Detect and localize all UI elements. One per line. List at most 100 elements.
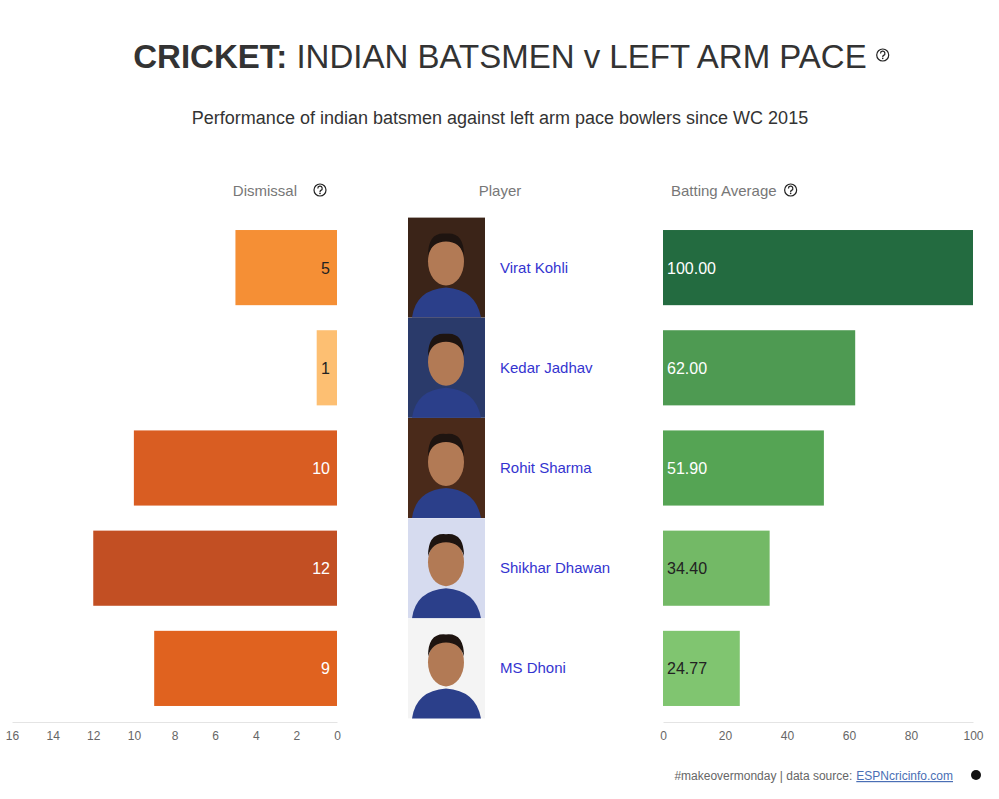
photo-hair — [428, 334, 464, 356]
column-header: Dismissal — [233, 182, 297, 199]
help-icon — [314, 184, 326, 196]
data-label: 9 — [321, 660, 330, 677]
help-icon-ring — [314, 184, 326, 196]
tick-label: 2 — [294, 729, 301, 743]
player-name: Rohit Sharma — [500, 459, 592, 476]
subtitle: Performance of indian batsmen against le… — [192, 108, 808, 128]
photo-background — [408, 618, 485, 718]
photo-background — [408, 318, 485, 418]
data-label: 100.00 — [667, 260, 716, 277]
data-label: 1 — [321, 360, 330, 377]
column-header: Batting Average — [671, 182, 777, 199]
tick: 100 — [963, 722, 983, 743]
tick-label: 60 — [843, 729, 857, 743]
bars-dismissal — [93, 230, 337, 706]
bar — [663, 330, 855, 405]
help-icon-ring — [877, 49, 889, 61]
help-icon-dot — [319, 193, 321, 195]
help-icon-glyph — [881, 51, 885, 57]
player-name: Kedar Jadhav — [500, 359, 593, 376]
bar — [154, 631, 337, 706]
photo-shoulders — [412, 588, 481, 618]
photo-shoulders — [412, 488, 481, 518]
tick-label: 10 — [128, 729, 142, 743]
player-photo — [408, 618, 485, 718]
tick: 4 — [253, 722, 260, 743]
photo-hair — [428, 434, 464, 456]
tick-label: 14 — [46, 729, 60, 743]
tick: 20 — [719, 722, 733, 743]
player-photo — [408, 418, 485, 518]
tick-label: 40 — [781, 729, 795, 743]
player-photo — [408, 218, 485, 318]
player-photo — [408, 318, 485, 418]
bar — [663, 531, 770, 606]
title: CRICKET: INDIAN BATSMEN v LEFT ARM PACE — [133, 38, 866, 75]
help-icon — [877, 49, 889, 61]
tick-label: 16 — [6, 729, 20, 743]
footer-icon — [971, 770, 981, 780]
help-icon-glyph — [788, 186, 792, 192]
bars-batting-average — [663, 230, 973, 706]
bar — [235, 230, 337, 305]
source-link: ESPNcricinfo.com — [856, 769, 953, 783]
tick-label: 4 — [253, 729, 260, 743]
tick-label: 6 — [212, 729, 219, 743]
tick: 16 — [6, 722, 20, 743]
tick: 14 — [46, 722, 60, 743]
tick-label: 0 — [660, 729, 667, 743]
x-axis: 16 14 12 10 8 6 4 2 0 — [6, 722, 341, 743]
data-label: 62.00 — [667, 360, 707, 377]
photo-hair — [428, 534, 464, 556]
tick: 12 — [87, 722, 101, 743]
tick: 10 — [128, 722, 142, 743]
tick-label: 20 — [719, 729, 733, 743]
bar — [663, 230, 973, 305]
tick: 8 — [172, 722, 179, 743]
tick-label: 0 — [334, 729, 341, 743]
photo-background — [408, 218, 485, 318]
photo-background — [408, 418, 485, 518]
photo-hair — [428, 233, 464, 255]
chart: CRICKET: INDIAN BATSMEN v LEFT ARM PACE P… — [0, 0, 999, 799]
tick: 80 — [905, 722, 919, 743]
tick-label: 12 — [87, 729, 101, 743]
data-label: 34.40 — [667, 560, 707, 577]
bar — [134, 430, 337, 505]
tick-label: 100 — [963, 729, 983, 743]
photo-shoulders — [412, 388, 481, 418]
axis-line — [664, 722, 974, 723]
data-label: 12 — [312, 560, 330, 577]
help-icon-dot — [790, 193, 792, 195]
data-label: 24.77 — [667, 660, 707, 677]
help-icon-glyph — [318, 186, 322, 192]
player-photo — [408, 518, 485, 618]
tick: 0 — [660, 722, 667, 743]
help-icon-dot — [882, 58, 884, 60]
tick-label: 80 — [905, 729, 919, 743]
player-name: Virat Kohli — [500, 259, 568, 276]
tick: 60 — [843, 722, 857, 743]
footer: #makeovermonday | data source: — [674, 769, 852, 783]
tick: 40 — [781, 722, 795, 743]
tick-label: 8 — [172, 729, 179, 743]
photo-shoulders — [412, 288, 481, 318]
axis-line — [13, 722, 338, 723]
tick: 6 — [212, 722, 219, 743]
x-axis: 0 20 40 60 80 100 — [660, 722, 984, 743]
tick: 2 — [294, 722, 301, 743]
bar — [663, 430, 824, 505]
photo-background — [408, 518, 485, 618]
bar — [93, 531, 337, 606]
help-icon — [785, 184, 797, 196]
bar — [663, 631, 740, 706]
photo-shoulders — [412, 688, 481, 718]
player-name: MS Dhoni — [500, 659, 566, 676]
data-label: 5 — [321, 260, 330, 277]
tick: 0 — [334, 722, 341, 743]
column-header: Player — [479, 182, 522, 199]
player-name: Shikhar Dhawan — [500, 559, 610, 576]
bar — [317, 330, 337, 405]
photo-hair — [428, 634, 464, 656]
help-icon-ring — [785, 184, 797, 196]
